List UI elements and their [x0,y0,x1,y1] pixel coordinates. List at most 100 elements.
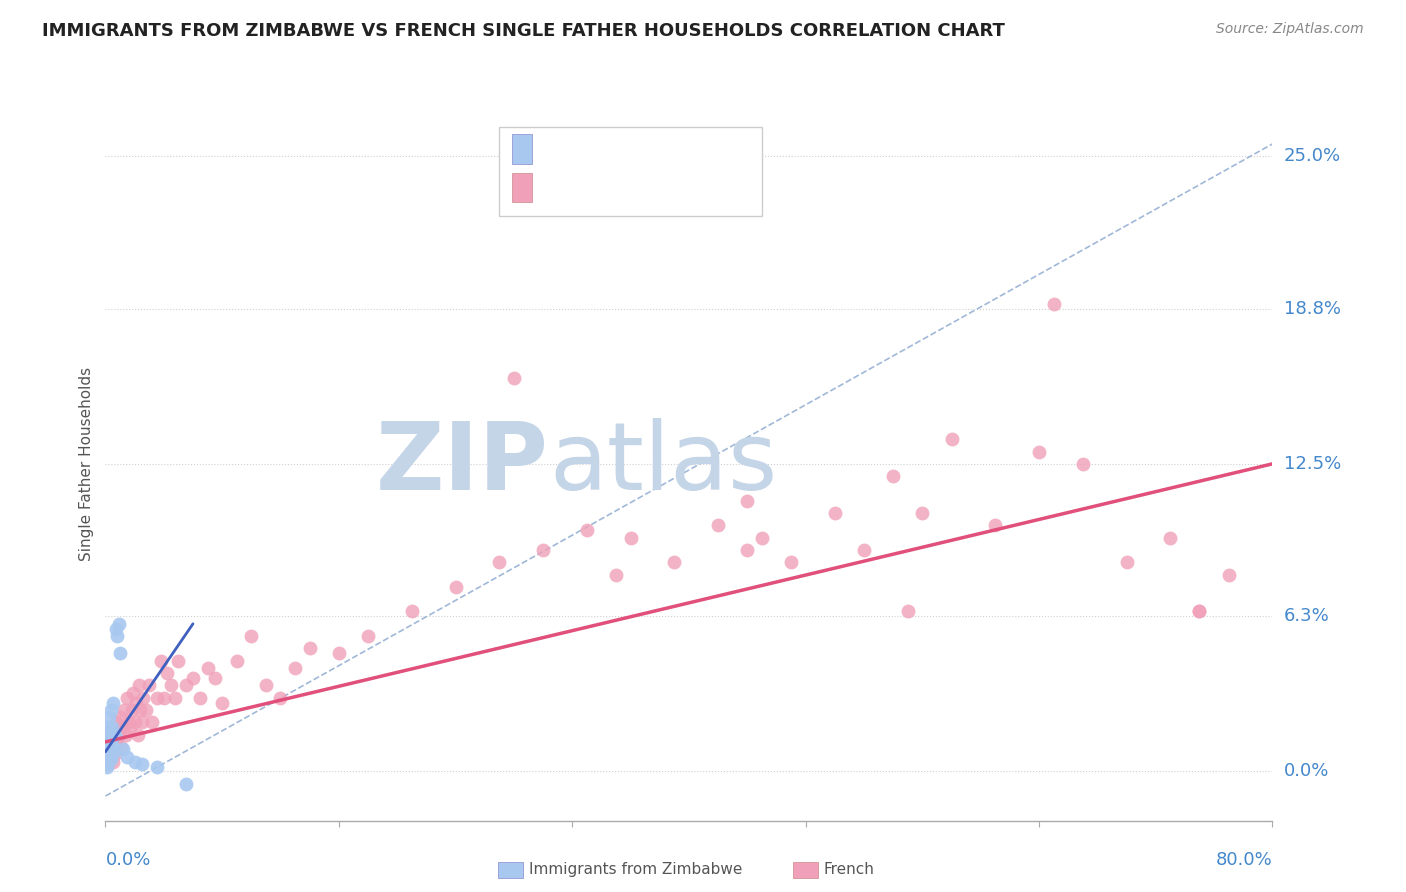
Point [100,735,122,749]
Point [1115,555,1137,569]
Point [882,469,904,483]
Point [751,531,773,545]
Point [101,720,124,734]
Point [98,749,121,764]
Point [100,735,122,749]
Point [664,555,686,569]
Point [138,678,160,692]
Point [125,696,148,710]
Point [605,567,627,582]
Text: 6.3%: 6.3% [1284,607,1329,625]
Point [145,690,167,705]
Point [204,671,226,685]
Point [1188,605,1211,619]
Point [149,654,172,668]
Text: N = 86: N = 86 [662,181,725,199]
Point [1071,457,1094,471]
Text: 80.0%: 80.0% [1216,851,1272,869]
Point [98,727,121,741]
Point [111,742,134,756]
Point [284,661,307,675]
Point [156,665,179,680]
Point [103,739,125,754]
Point [96,752,118,766]
Point [105,735,128,749]
Point [97,755,120,769]
Point [131,757,153,772]
Point [1159,531,1181,545]
Point [897,605,920,619]
Point [444,580,467,594]
Point [141,715,163,730]
Text: 0.0%: 0.0% [1284,763,1329,780]
Point [104,727,127,741]
Text: atlas: atlas [548,417,778,510]
Point [127,727,149,741]
Point [107,727,129,741]
Point [941,432,963,446]
Point [104,622,127,636]
Point [103,727,125,741]
Point [97,742,120,756]
Point [96,759,118,773]
Point [174,678,197,692]
Text: 12.5%: 12.5% [1284,455,1341,473]
Point [1042,297,1064,311]
Point [167,654,190,668]
Point [531,543,554,558]
Point [254,678,277,692]
Point [101,720,124,734]
Text: Source: ZipAtlas.com: Source: ZipAtlas.com [1216,22,1364,37]
Point [96,735,118,749]
Point [269,690,292,705]
Point [188,690,211,705]
Point [98,739,121,754]
Point [132,690,155,705]
Text: R = 0.525    N = 86: R = 0.525 N = 86 [538,181,716,199]
Point [1188,605,1211,619]
Point [165,690,187,705]
Point [101,739,124,754]
Point [240,629,263,643]
Point [129,703,152,717]
Point [124,715,146,730]
Point [107,616,129,631]
Point [145,759,167,773]
Point [488,555,510,569]
Point [117,690,139,705]
Point [97,720,120,734]
Point [115,727,138,741]
Point [135,703,157,717]
Point [328,646,350,660]
Point [124,755,146,769]
Text: French: French [824,863,875,877]
Point [852,543,875,558]
Text: 18.8%: 18.8% [1284,300,1340,318]
Point [100,703,122,717]
Point [128,678,150,692]
Point [100,749,122,764]
Point [737,493,759,508]
Point [97,739,120,754]
Point [401,605,423,619]
Point [108,710,131,724]
Point [502,370,524,384]
Point [98,745,121,759]
Point [780,555,803,569]
Point [117,749,139,764]
Point [1028,444,1050,458]
Point [97,710,120,724]
Point [96,752,118,766]
Text: IMMIGRANTS FROM ZIMBABWE VS FRENCH SINGLE FATHER HOUSEHOLDS CORRELATION CHART: IMMIGRANTS FROM ZIMBABWE VS FRENCH SINGL… [42,22,1005,40]
Text: N = 33: N = 33 [662,143,725,161]
Y-axis label: Single Father Households: Single Father Households [79,367,94,561]
Point [110,739,132,754]
Point [101,755,124,769]
Point [97,757,120,772]
Text: 0.0%: 0.0% [105,851,150,869]
Point [96,727,118,741]
Point [104,747,127,762]
Point [160,678,183,692]
Point [118,715,141,730]
Point [211,696,233,710]
